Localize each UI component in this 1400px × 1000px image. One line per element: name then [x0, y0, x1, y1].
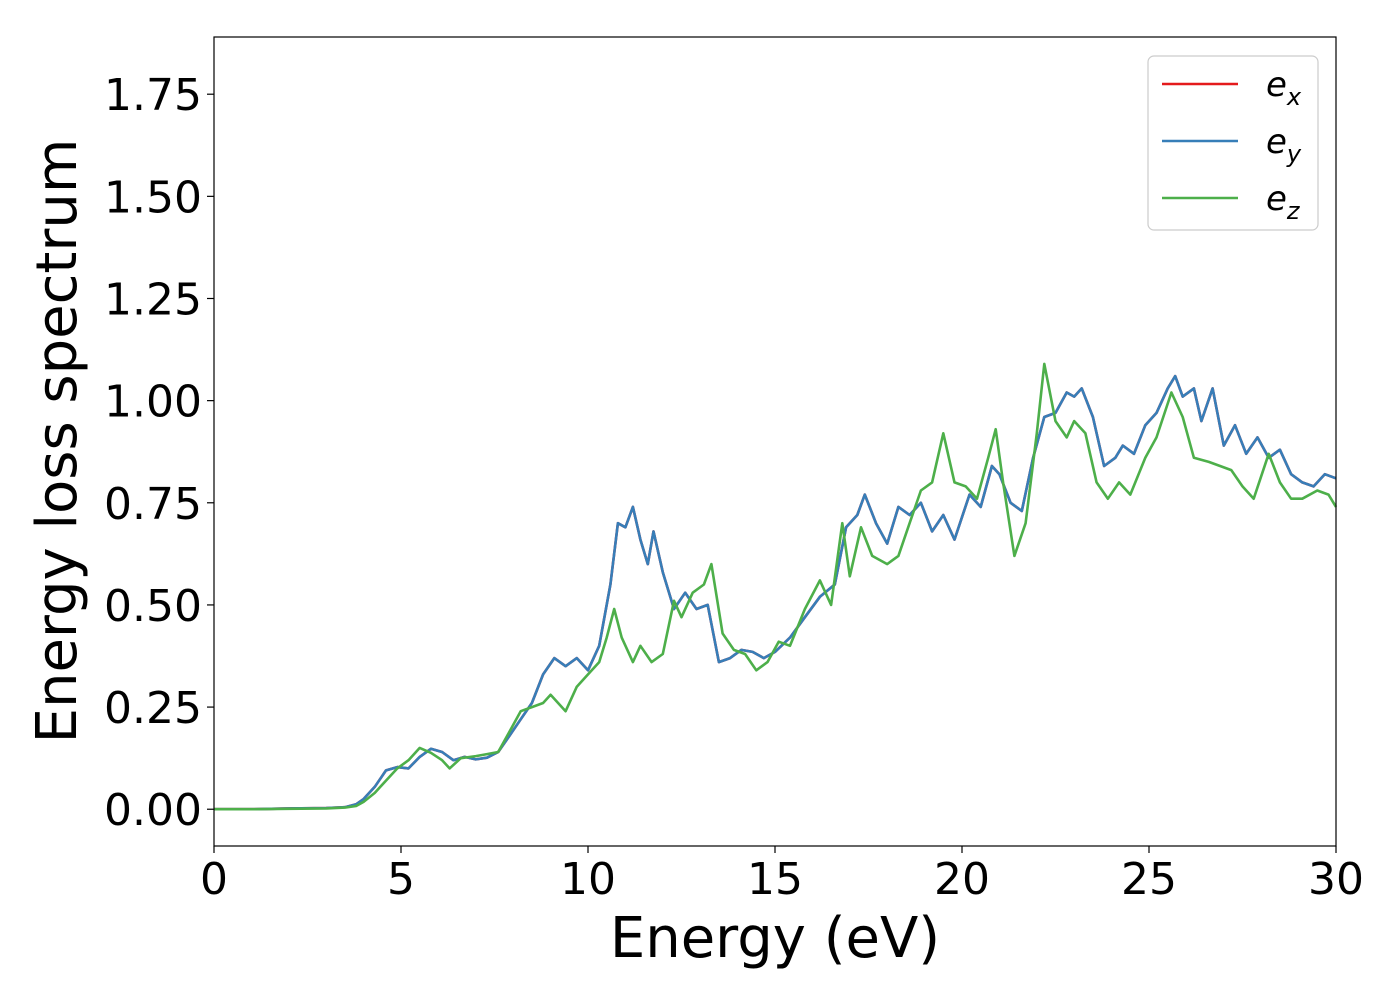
x-tick-label: 0 — [200, 854, 228, 905]
y-axis-title: Energy loss spectrum — [25, 139, 90, 744]
legend-label-e-z: ez — [1266, 179, 1301, 225]
y-tick-label: 0.75 — [104, 479, 202, 530]
x-tick-label: 30 — [1308, 854, 1364, 905]
legend-label-e-x: ex — [1266, 65, 1302, 111]
x-tick-label: 20 — [934, 854, 990, 905]
y-tick-label: 1.75 — [104, 70, 202, 121]
series-line-e-y — [214, 374, 1337, 811]
x-tick-label: 10 — [560, 854, 616, 905]
y-tick-label: 1.25 — [104, 274, 202, 325]
y-tick-label: 1.00 — [104, 377, 202, 428]
x-tick-label: 5 — [387, 854, 415, 905]
legend-box — [1147, 55, 1319, 231]
x-axis: 0 5 10 15 20 25 30 — [200, 846, 1364, 905]
legend: ex ey ez — [1147, 55, 1319, 231]
series-layer — [214, 362, 1338, 811]
x-axis-title: Energy (eV) — [610, 906, 940, 971]
x-tick-label: 15 — [747, 854, 803, 905]
x-tick-label: 25 — [1121, 854, 1177, 905]
legend-label-e-y: ey — [1266, 122, 1302, 168]
y-tick-label: 0.50 — [104, 581, 202, 632]
y-tick-label: 1.50 — [104, 172, 202, 223]
y-axis: 0.00 0.25 0.50 0.75 1.00 1.25 1.50 1.75 — [104, 70, 214, 836]
y-tick-label: 0.25 — [104, 683, 202, 734]
y-tick-label: 0.00 — [104, 785, 202, 836]
series-line-e-z — [214, 362, 1338, 811]
